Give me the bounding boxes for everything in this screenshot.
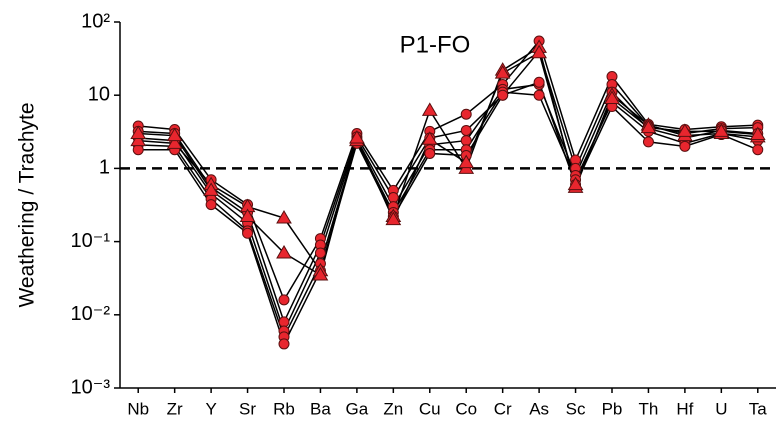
triangle-marker	[677, 123, 693, 137]
triangle-marker	[130, 125, 147, 139]
x-tick-label: Sc	[566, 399, 586, 418]
triangle-marker	[312, 266, 329, 281]
x-tick-label: Zn	[383, 399, 403, 418]
triangle-marker	[494, 65, 511, 79]
circle-marker	[278, 338, 290, 350]
x-tick-label: U	[715, 399, 727, 418]
y-axis-label: Weathering / Trachyte	[16, 102, 39, 307]
x-tick-label: Ta	[749, 399, 768, 418]
triangle-marker	[749, 126, 766, 141]
x-tick-label: Sr	[239, 399, 256, 418]
circle-marker	[679, 140, 691, 152]
circle-marker	[314, 247, 326, 259]
x-tick-label: Ba	[310, 399, 331, 418]
triangle-marker	[640, 119, 657, 134]
x-tick-label: Th	[639, 399, 659, 418]
y-tick-label: 10²	[81, 10, 110, 32]
triangle-marker	[713, 123, 730, 137]
triangle-marker	[166, 135, 183, 149]
circle-marker	[205, 199, 217, 211]
triangle-marker	[130, 132, 147, 147]
circle-marker	[533, 76, 545, 88]
circle-marker	[460, 135, 472, 147]
circle-marker	[460, 124, 472, 136]
triangle-marker	[567, 176, 584, 191]
circle-marker	[460, 108, 472, 120]
triangle-marker	[421, 102, 438, 116]
x-tick-label: As	[529, 399, 549, 418]
x-tick-label: Zr	[167, 399, 183, 418]
triangle-marker	[166, 127, 183, 142]
circle-marker	[278, 294, 290, 306]
series-line	[138, 81, 759, 346]
circle-marker	[497, 89, 509, 101]
y-tick-label: 10⁻³	[71, 376, 111, 398]
series-line	[138, 46, 758, 273]
circle-marker	[242, 227, 254, 239]
y-tick-label: 10⁻²	[71, 303, 111, 325]
triangle-marker	[385, 211, 402, 226]
y-tick-label: 10⁻¹	[71, 230, 111, 252]
x-tick-label: Hf	[676, 399, 693, 418]
triangle-marker	[604, 90, 620, 105]
triangle-marker	[531, 44, 547, 59]
triangle-marker	[276, 244, 292, 259]
circle-marker	[533, 89, 545, 101]
x-tick-label: Cr	[494, 399, 512, 418]
circle-marker	[387, 192, 399, 204]
series-line	[138, 51, 758, 277]
x-tick-label: Co	[455, 399, 477, 418]
triangle-marker	[203, 182, 219, 196]
circle-marker	[278, 316, 290, 328]
chart-title: P1-FO	[400, 31, 471, 58]
triangle-marker	[349, 130, 365, 144]
circle-marker	[424, 147, 436, 159]
x-tick-label: Ga	[346, 399, 369, 418]
x-tick-label: Y	[205, 399, 216, 418]
circle-marker	[642, 136, 654, 148]
triangle-marker	[239, 208, 256, 223]
x-tick-label: Pb	[602, 399, 623, 418]
triangle-marker	[276, 210, 292, 224]
x-tick-label: Nb	[127, 399, 149, 418]
triangle-marker	[458, 154, 475, 169]
y-tick-label: 10	[88, 83, 110, 105]
series-line	[138, 39, 758, 302]
series-line	[138, 49, 758, 324]
x-tick-label: Cu	[419, 399, 441, 418]
triangle-marker	[421, 131, 438, 145]
circle-marker	[752, 144, 764, 156]
circle-marker	[132, 144, 144, 156]
series-line	[138, 83, 758, 334]
x-tick-label: Rb	[273, 399, 295, 418]
series-line	[138, 91, 758, 339]
y-tick-label: 1	[99, 157, 110, 179]
